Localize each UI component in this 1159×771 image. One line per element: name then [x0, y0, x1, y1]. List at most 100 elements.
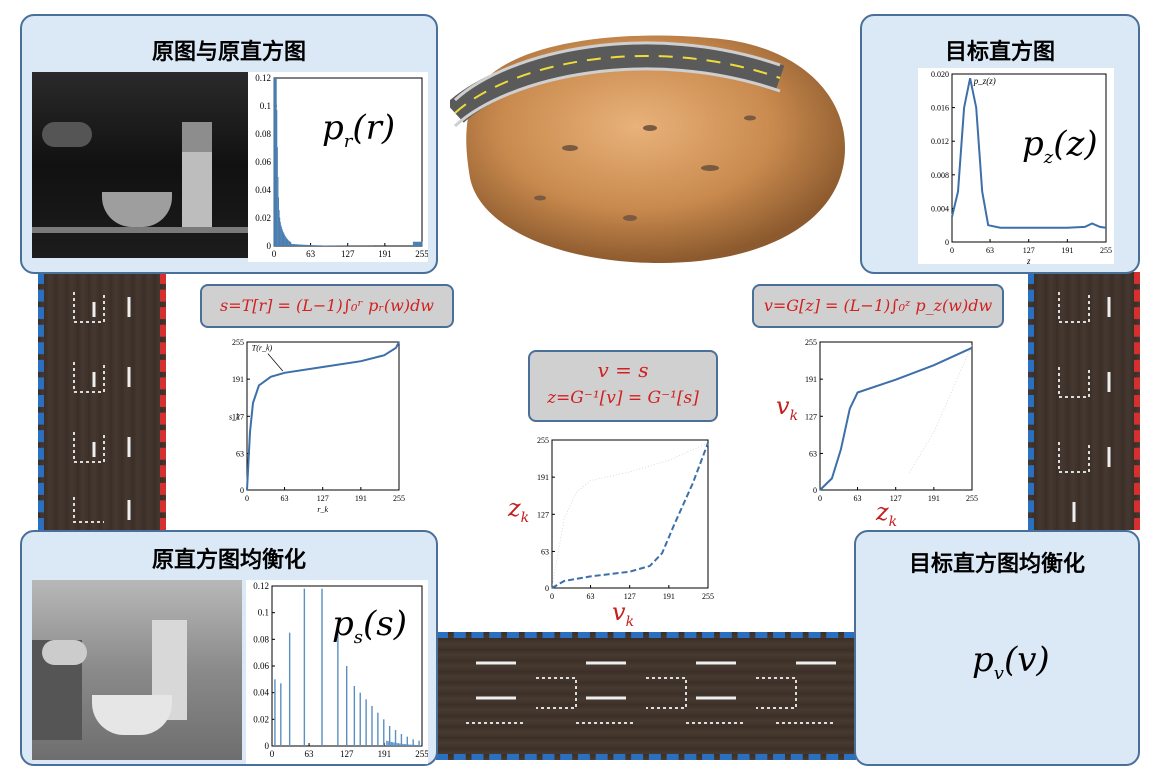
x-tick-label: 191	[355, 494, 367, 503]
label-pv: pv(v)	[972, 640, 1050, 684]
x-tick-label: 191	[663, 592, 675, 601]
T-x-label: r_k	[317, 505, 328, 514]
y-tick-label: 0	[813, 486, 817, 495]
panel-orig-eq-title: 原直方图均衡化	[151, 548, 306, 573]
x-tick-label: 127	[1023, 246, 1035, 255]
label-zk-center: zk	[508, 494, 530, 526]
x-tick-label: 255	[415, 749, 428, 759]
potato-road-illustration	[446, 18, 850, 268]
y-tick-label: 0.008	[931, 171, 949, 180]
y-tick-label: 127	[805, 412, 817, 421]
plot-frame	[819, 341, 973, 491]
ghost-curve	[551, 442, 709, 589]
y-tick-label: 0.004	[931, 204, 949, 213]
x-tick-label: 0	[245, 494, 249, 503]
x-tick-label: 63	[986, 246, 994, 255]
transform-G-chart: 0 63 127 191 255 0 63 127 191 255	[798, 336, 980, 514]
panel-original: 原图与原直方图 0 63 127 191 255 0 0.02 0.04 0.06 0.08 0.1…	[20, 14, 438, 274]
x-tick-label: 255	[966, 494, 978, 503]
y-tick-label: 0.1	[258, 608, 269, 618]
target-x-label: z	[1026, 256, 1031, 264]
x-tick-label: 191	[1061, 246, 1073, 255]
panel-target-eq: 目标直方图均衡化 pv(v)	[854, 530, 1140, 766]
y-tick-label: 0.016	[931, 104, 949, 113]
x-tick-label: 0	[818, 494, 822, 503]
x-tick-label: 63	[305, 749, 315, 759]
label-zk-right: zk	[876, 498, 898, 530]
y-tick-label: 0.08	[255, 129, 271, 139]
panel-target: 目标直方图 0 63 127 191 255 0 0.004 0.008 0.012 0.016 0…	[860, 14, 1140, 274]
x-tick-label: 127	[341, 249, 355, 259]
label-vk-right: vk	[776, 392, 799, 424]
label-vk-center: vk	[612, 598, 635, 630]
panel-target-title: 目标直方图	[944, 40, 1055, 65]
x-tick-label: 0	[950, 246, 954, 255]
y-tick-label: 0	[945, 238, 949, 247]
x-tick-label: 255	[702, 592, 714, 601]
y-tick-label: 0.04	[255, 185, 271, 195]
y-tick-label: 0.012	[931, 137, 949, 146]
target-histogram-chart: 0 63 127 191 255 0 0.004 0.008 0.012 0.016 0.020 p_…	[918, 68, 1114, 266]
road-left	[38, 272, 166, 530]
x-tick-label: 63	[587, 592, 595, 601]
inverse-G-chart: 0 63 127 191 255 0 63 127 191 255	[528, 432, 718, 608]
x-tick-label: 63	[854, 494, 862, 503]
y-tick-label: 0.020	[931, 70, 949, 79]
y-tick-label: 127	[232, 412, 244, 421]
x-tick-label: 63	[281, 494, 289, 503]
x-tick-label: 255	[415, 249, 428, 259]
target-curve	[951, 77, 1107, 229]
y-tick-label: 0.12	[255, 73, 271, 83]
y-tick-label: 191	[537, 473, 549, 482]
x-tick-label: 191	[378, 749, 392, 759]
ghost-curve	[909, 344, 973, 473]
x-tick-label: 191	[928, 494, 940, 503]
x-tick-label: 127	[890, 494, 902, 503]
formula-left: s=T[r] = (L−1)∫₀ʳ pᵣ(w)dw	[200, 284, 454, 328]
x-tick-label: 255	[393, 494, 405, 503]
plot-frame	[273, 77, 423, 247]
y-tick-label: 255	[805, 338, 817, 347]
y-tick-label: 0	[545, 584, 549, 593]
y-tick-label: 0.02	[253, 714, 269, 724]
plot-frame	[246, 341, 400, 491]
formula-center-line1: v = s	[597, 358, 649, 382]
x-tick-label: 127	[624, 592, 636, 601]
y-tick-label: 0.04	[253, 688, 269, 698]
y-tick-label: 0.06	[255, 157, 271, 167]
G-curve	[819, 346, 973, 491]
T-annotation: T(r_k)	[252, 344, 273, 353]
panel-original-title: 原图与原直方图	[151, 40, 306, 65]
formula-center-line2: z=G⁻¹[v] = G⁻¹[s]	[547, 388, 699, 408]
equalized-histogram-chart: 0 63 127 191 255 0 0.02 0.04 0.06 0.08 0.1 0.12	[246, 580, 429, 764]
y-tick-label: 63	[541, 547, 549, 556]
T-y-label: s_k	[229, 412, 240, 421]
x-tick-label: 127	[317, 494, 329, 503]
plot-frame	[551, 439, 709, 589]
G-inverse-curve	[551, 442, 709, 589]
formula-right: v=G[z] = (L−1)∫₀ᶻ p_z(w)dw	[752, 284, 1004, 328]
y-tick-label: 63	[236, 449, 244, 458]
x-tick-label: 0	[550, 592, 554, 601]
equalized-image	[32, 580, 242, 760]
formula-center: v = s z=G⁻¹[v] = G⁻¹[s]	[528, 350, 718, 422]
T-annotation-arrow	[267, 353, 284, 372]
y-tick-label: 255	[232, 338, 244, 347]
road-right	[1028, 272, 1140, 530]
target-curve-label: p_z(z)	[973, 76, 996, 86]
x-tick-label: 0	[272, 249, 277, 259]
y-tick-label: 0.12	[253, 581, 269, 591]
x-tick-label: 63	[306, 249, 316, 259]
T-curve	[246, 341, 400, 491]
x-tick-label: 255	[1100, 246, 1112, 255]
y-tick-label: 191	[232, 375, 244, 384]
y-tick-label: 63	[809, 449, 817, 458]
y-tick-label: 127	[537, 510, 549, 519]
panel-orig-eq: 原直方图均衡化 0 63 127 191 255 0 0.02 0.04 0.06 0.08 0.1…	[20, 530, 438, 766]
label-pz: pz(z)	[1022, 124, 1098, 168]
original-image	[32, 72, 248, 258]
y-tick-label: 0.02	[255, 213, 271, 223]
panel-target-eq-title: 目标直方图均衡化	[908, 552, 1085, 577]
road-bottom	[436, 632, 856, 760]
original-histogram-chart: 0 63 127 191 255 0 0.02 0.04 0.06 0.08 0.1 0.12	[248, 72, 429, 262]
